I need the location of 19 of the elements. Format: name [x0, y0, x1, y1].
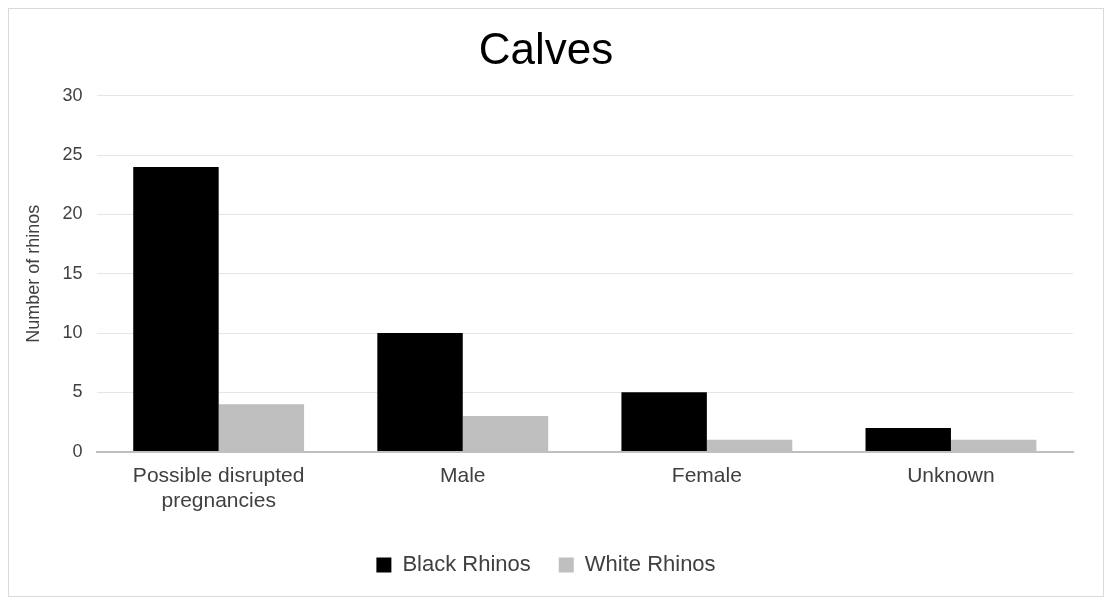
legend-label: Black Rhinos [402, 551, 531, 577]
bar [865, 427, 951, 452]
y-tick-label: 20 [62, 203, 83, 224]
chart-title: Calves [478, 23, 614, 73]
x-tick-label: Possible disrupted pregnancies [132, 463, 305, 512]
y-tick-label: 30 [62, 84, 83, 105]
legend-label: White Rhinos [584, 551, 716, 577]
bar [621, 392, 707, 452]
y-tick-label: 0 [72, 440, 83, 461]
bar [377, 333, 463, 452]
y-tick-label: 25 [62, 144, 83, 165]
y-tick-label: 15 [62, 262, 83, 283]
y-axis-title: Number of rhinos [22, 204, 43, 343]
x-tick-label: Female [671, 463, 742, 486]
y-tick-label: 5 [72, 381, 83, 402]
x-tick-label: Male [440, 463, 486, 486]
bar [133, 166, 219, 452]
x-tick-label: Unknown [907, 463, 995, 486]
y-tick-label: 10 [62, 321, 83, 342]
